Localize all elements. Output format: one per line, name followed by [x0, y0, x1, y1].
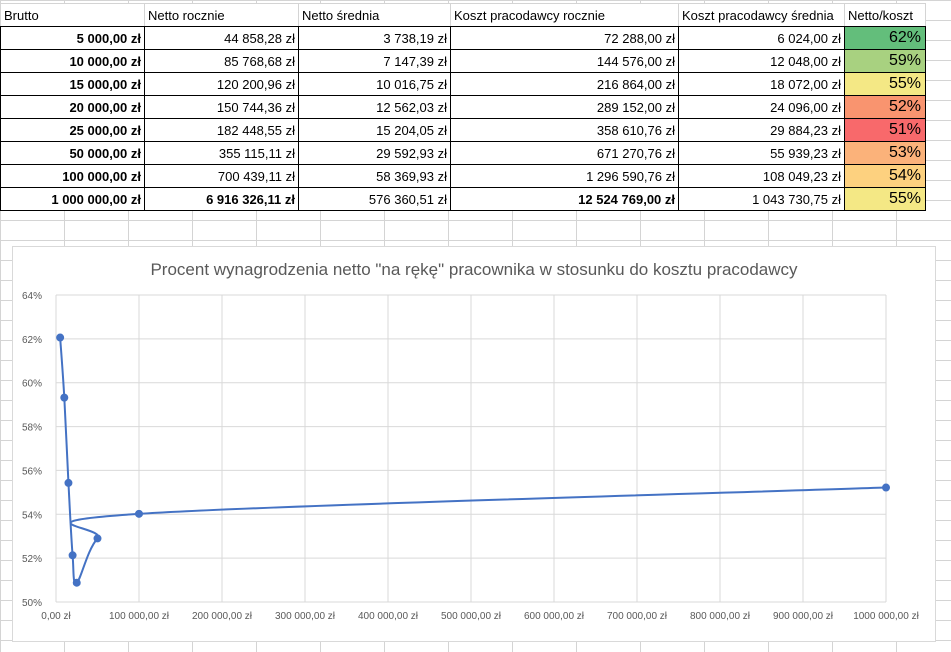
series-line — [59, 337, 887, 585]
data-point[interactable] — [68, 551, 77, 560]
y-tick-label: 58% — [22, 423, 42, 434]
cell-koszt-srednia[interactable]: 6 024,00 zł — [678, 26, 845, 50]
cell-koszt-srednia[interactable]: 18 072,00 zł — [678, 72, 845, 96]
x-tick-label: 800 000,00 zł — [690, 611, 751, 622]
header-netto-rocznie[interactable]: Netto rocznie — [144, 3, 299, 27]
cell-netto-rocznie[interactable]: 700 439,11 zł — [144, 164, 299, 188]
cell-koszt-srednia[interactable]: 55 939,23 zł — [678, 141, 845, 165]
cell-netto-rocznie[interactable]: 120 200,96 zł — [144, 72, 299, 96]
cell-koszt-rocznie[interactable]: 1 296 590,76 zł — [450, 164, 679, 188]
table-row: 20 000,00 zł 150 744,36 zł 12 562,03 zł 289… — [0, 95, 926, 119]
cell-netto-rocznie[interactable]: 6 916 326,11 zł — [144, 187, 299, 211]
cell-brutto[interactable]: 50 000,00 zł — [0, 141, 145, 165]
cell-brutto[interactable]: 1 000 000,00 zł — [0, 187, 145, 211]
chart-container[interactable]: Procent wynagrodzenia netto "na rękę" pr… — [12, 246, 936, 642]
cell-netto-koszt[interactable]: 55% — [844, 72, 926, 96]
x-tick-label: 1000 000,00 zł — [853, 611, 919, 622]
cell-brutto[interactable]: 100 000,00 zł — [0, 164, 145, 188]
data-point[interactable] — [72, 578, 81, 587]
table-row: 50 000,00 zł 355 115,11 zł 29 592,93 zł 671… — [0, 141, 926, 165]
chart-title: Procent wynagrodzenia netto "na rękę" pr… — [150, 260, 798, 279]
cell-koszt-rocznie[interactable]: 144 576,00 zł — [450, 49, 679, 73]
cell-brutto[interactable]: 5 000,00 zł — [0, 26, 145, 50]
y-tick-label: 54% — [22, 510, 42, 521]
cell-netto-rocznie[interactable]: 85 768,68 zł — [144, 49, 299, 73]
data-point[interactable] — [60, 393, 69, 402]
data-point[interactable] — [56, 333, 65, 342]
cell-netto-srednia[interactable]: 3 738,19 zł — [298, 26, 451, 50]
table-row: 15 000,00 zł 120 200,96 zł 10 016,75 zł 216… — [0, 72, 926, 96]
cell-netto-rocznie[interactable]: 182 448,55 zł — [144, 118, 299, 142]
data-point[interactable] — [93, 534, 102, 543]
line-chart: Procent wynagrodzenia netto "na rękę" pr… — [22, 260, 920, 622]
header-koszt-srednia[interactable]: Koszt pracodawcy średnia — [678, 3, 845, 27]
x-tick-label: 300 000,00 zł — [275, 611, 336, 622]
cell-koszt-srednia[interactable]: 1 043 730,75 zł — [678, 187, 845, 211]
y-tick-label: 62% — [22, 335, 42, 346]
x-tick-label: 200 000,00 zł — [192, 611, 253, 622]
data-table: Brutto Netto rocznie Netto średnia Koszt… — [0, 3, 926, 211]
cell-netto-rocznie[interactable]: 355 115,11 zł — [144, 141, 299, 165]
cell-koszt-rocznie[interactable]: 216 864,00 zł — [450, 72, 679, 96]
header-row: Brutto Netto rocznie Netto średnia Koszt… — [0, 3, 926, 27]
table-row: 100 000,00 zł 700 439,11 zł 58 369,93 zł 1 … — [0, 164, 926, 188]
cell-netto-srednia[interactable]: 10 016,75 zł — [298, 72, 451, 96]
cell-koszt-rocznie[interactable]: 12 524 769,00 zł — [450, 187, 679, 211]
cell-netto-koszt[interactable]: 62% — [844, 26, 926, 50]
cell-netto-koszt[interactable]: 55% — [844, 187, 926, 211]
data-point[interactable] — [135, 509, 143, 518]
cell-koszt-srednia[interactable]: 24 096,00 zł — [678, 95, 845, 119]
x-tick-label: 400 000,00 zł — [358, 611, 419, 622]
cell-brutto[interactable]: 10 000,00 zł — [0, 49, 145, 73]
y-tick-label: 60% — [22, 379, 42, 390]
cell-netto-koszt[interactable]: 52% — [844, 95, 926, 119]
x-tick-label: 500 000,00 zł — [441, 611, 502, 622]
table-row: 25 000,00 zł 182 448,55 zł 15 204,05 zł 358… — [0, 118, 926, 142]
cell-netto-srednia[interactable]: 7 147,39 zł — [298, 49, 451, 73]
cell-netto-srednia[interactable]: 12 562,03 zł — [298, 95, 451, 119]
cell-netto-srednia[interactable]: 58 369,93 zł — [298, 164, 451, 188]
y-tick-label: 52% — [22, 554, 42, 565]
header-netto-koszt[interactable]: Netto/koszt — [844, 3, 926, 27]
y-tick-label: 56% — [22, 466, 42, 477]
cell-koszt-srednia[interactable]: 12 048,00 zł — [678, 49, 845, 73]
header-koszt-rocznie[interactable]: Koszt pracodawcy rocznie — [450, 3, 679, 27]
cell-brutto[interactable]: 20 000,00 zł — [0, 95, 145, 119]
x-tick-label: 0,00 zł — [41, 611, 71, 622]
cell-brutto[interactable]: 25 000,00 zł — [0, 118, 145, 142]
cell-koszt-rocznie[interactable]: 72 288,00 zł — [450, 26, 679, 50]
x-tick-label: 600 000,00 zł — [524, 611, 585, 622]
cell-netto-koszt[interactable]: 51% — [844, 118, 926, 142]
cell-koszt-rocznie[interactable]: 289 152,00 zł — [450, 95, 679, 119]
y-tick-label: 50% — [22, 598, 42, 609]
data-point[interactable] — [64, 478, 73, 487]
table-row: 10 000,00 zł 85 768,68 zł 7 147,39 zł 144 5… — [0, 49, 926, 73]
table-row: 5 000,00 zł 44 858,28 zł 3 738,19 zł 72 288… — [0, 26, 926, 50]
cell-koszt-srednia[interactable]: 108 049,23 zł — [678, 164, 845, 188]
header-netto-srednia[interactable]: Netto średnia — [298, 3, 451, 27]
table-row: 1 000 000,00 zł 6 916 326,11 zł 576 360,51… — [0, 187, 926, 211]
x-tick-label: 100 000,00 zł — [109, 611, 170, 622]
cell-netto-koszt[interactable]: 53% — [844, 141, 926, 165]
data-point[interactable] — [882, 483, 890, 492]
cell-netto-srednia[interactable]: 15 204,05 zł — [298, 118, 451, 142]
cell-brutto[interactable]: 15 000,00 zł — [0, 72, 145, 96]
x-tick-label: 700 000,00 zł — [607, 611, 668, 622]
cell-koszt-rocznie[interactable]: 358 610,76 zł — [450, 118, 679, 142]
x-tick-label: 900 000,00 zł — [773, 611, 834, 622]
cell-koszt-srednia[interactable]: 29 884,23 zł — [678, 118, 845, 142]
header-brutto[interactable]: Brutto — [0, 3, 145, 27]
cell-koszt-rocznie[interactable]: 671 270,76 zł — [450, 141, 679, 165]
cell-netto-koszt[interactable]: 54% — [844, 164, 926, 188]
y-tick-label: 64% — [22, 291, 42, 302]
cell-netto-rocznie[interactable]: 150 744,36 zł — [144, 95, 299, 119]
cell-netto-srednia[interactable]: 576 360,51 zł — [298, 187, 451, 211]
cell-netto-rocznie[interactable]: 44 858,28 zł — [144, 26, 299, 50]
cell-netto-koszt[interactable]: 59% — [844, 49, 926, 73]
cell-netto-srednia[interactable]: 29 592,93 zł — [298, 141, 451, 165]
